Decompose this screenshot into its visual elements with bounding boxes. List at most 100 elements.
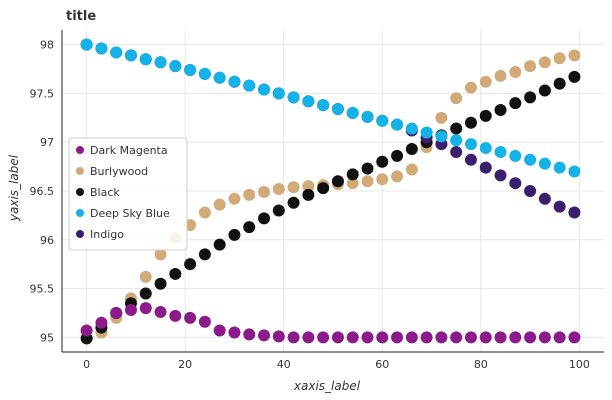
point-dark-magenta	[287, 331, 300, 344]
point-black	[494, 104, 507, 117]
point-dark-magenta	[331, 331, 344, 344]
point-black	[139, 287, 152, 300]
point-dark-magenta	[405, 331, 418, 344]
point-deep-sky-blue	[524, 153, 537, 166]
point-burlywood	[243, 188, 256, 201]
point-dark-magenta	[509, 331, 522, 344]
y-tick-label: 97	[40, 136, 54, 149]
point-burlywood	[553, 52, 566, 65]
y-tick-label: 96	[40, 234, 54, 247]
point-dark-magenta	[435, 331, 448, 344]
point-dark-magenta	[228, 326, 241, 339]
point-burlywood	[272, 183, 285, 196]
point-deep-sky-blue	[95, 42, 108, 55]
y-tick-label: 95.5	[30, 283, 55, 296]
point-dark-magenta	[184, 311, 197, 324]
point-dark-magenta	[568, 331, 581, 344]
point-burlywood	[450, 92, 463, 105]
point-burlywood	[538, 56, 551, 69]
point-black	[346, 168, 359, 181]
point-black	[568, 70, 581, 83]
legend-label: Dark Magenta	[90, 144, 168, 157]
point-black	[553, 77, 566, 90]
x-tick-label: 60	[375, 358, 389, 371]
point-black	[464, 116, 477, 129]
point-black	[258, 212, 271, 225]
x-tick-label: 40	[277, 358, 291, 371]
point-deep-sky-blue	[435, 130, 448, 143]
point-dark-magenta	[376, 331, 389, 344]
point-burlywood	[464, 81, 477, 94]
legend-label: Deep Sky Blue	[90, 207, 170, 220]
x-tick-label: 100	[569, 358, 590, 371]
point-dark-magenta	[198, 315, 211, 328]
point-dark-magenta	[553, 331, 566, 344]
point-black	[228, 228, 241, 241]
point-dark-magenta	[464, 331, 477, 344]
point-indigo	[479, 161, 492, 174]
legend-marker	[76, 230, 84, 238]
x-tick-label: 0	[83, 358, 90, 371]
point-deep-sky-blue	[494, 145, 507, 158]
point-dark-magenta	[317, 331, 330, 344]
point-burlywood	[213, 198, 226, 211]
point-indigo	[509, 177, 522, 190]
point-burlywood	[198, 206, 211, 219]
legend-label: Burlywood	[90, 165, 148, 178]
point-burlywood	[509, 65, 522, 78]
point-deep-sky-blue	[80, 38, 93, 51]
point-burlywood	[287, 181, 300, 194]
y-tick-label: 98	[40, 39, 54, 52]
point-burlywood	[524, 60, 537, 73]
point-black	[302, 188, 315, 201]
point-black	[213, 238, 226, 251]
point-black	[524, 91, 537, 104]
point-black	[184, 258, 197, 271]
point-black	[538, 84, 551, 97]
point-deep-sky-blue	[405, 122, 418, 135]
point-burlywood	[405, 163, 418, 176]
point-dark-magenta	[346, 331, 359, 344]
point-deep-sky-blue	[391, 118, 404, 131]
x-tick-label: 20	[178, 358, 192, 371]
point-black	[331, 175, 344, 188]
point-black	[405, 143, 418, 156]
point-burlywood	[154, 248, 167, 261]
point-black	[376, 155, 389, 168]
point-indigo	[568, 206, 581, 219]
point-burlywood	[376, 173, 389, 186]
point-indigo	[494, 169, 507, 182]
point-dark-magenta	[302, 331, 315, 344]
point-deep-sky-blue	[450, 134, 463, 147]
point-deep-sky-blue	[553, 161, 566, 174]
point-deep-sky-blue	[568, 165, 581, 178]
point-dark-magenta	[272, 330, 285, 343]
point-burlywood	[479, 75, 492, 88]
x-axis-label: xaxis_label	[293, 379, 361, 393]
point-dark-magenta	[258, 329, 271, 342]
point-dark-magenta	[169, 309, 182, 322]
point-deep-sky-blue	[420, 126, 433, 139]
point-burlywood	[391, 170, 404, 183]
point-deep-sky-blue	[228, 75, 241, 88]
point-deep-sky-blue	[154, 56, 167, 69]
point-black	[169, 267, 182, 280]
point-deep-sky-blue	[287, 91, 300, 104]
point-dark-magenta	[524, 331, 537, 344]
point-black	[361, 162, 374, 175]
point-dark-magenta	[213, 324, 226, 337]
point-deep-sky-blue	[302, 95, 315, 108]
point-dark-magenta	[479, 331, 492, 344]
point-dark-magenta	[450, 331, 463, 344]
point-burlywood	[435, 111, 448, 124]
point-black	[450, 122, 463, 135]
point-black	[391, 149, 404, 162]
point-indigo	[538, 192, 551, 205]
point-deep-sky-blue	[243, 79, 256, 92]
point-burlywood	[228, 192, 241, 205]
point-dark-magenta	[420, 331, 433, 344]
point-dark-magenta	[80, 324, 93, 337]
point-dark-magenta	[243, 328, 256, 341]
point-dark-magenta	[110, 306, 123, 319]
